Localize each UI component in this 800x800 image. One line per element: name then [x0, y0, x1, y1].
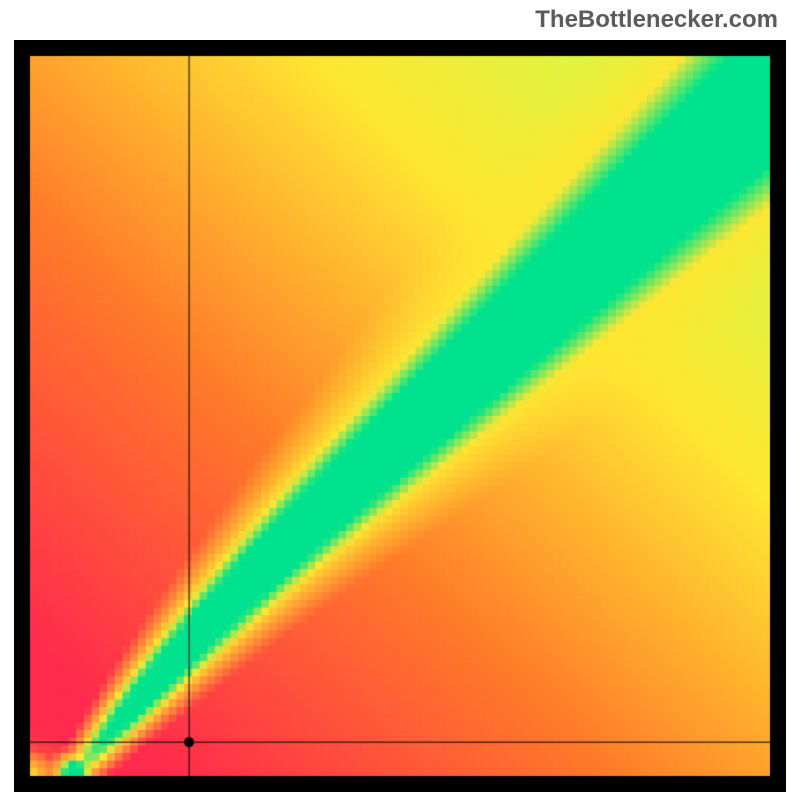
watermark-text: TheBottlenecker.com: [535, 6, 778, 34]
bottleneck-heatmap: [14, 40, 786, 792]
chart-container: TheBottlenecker.com: [0, 0, 800, 800]
